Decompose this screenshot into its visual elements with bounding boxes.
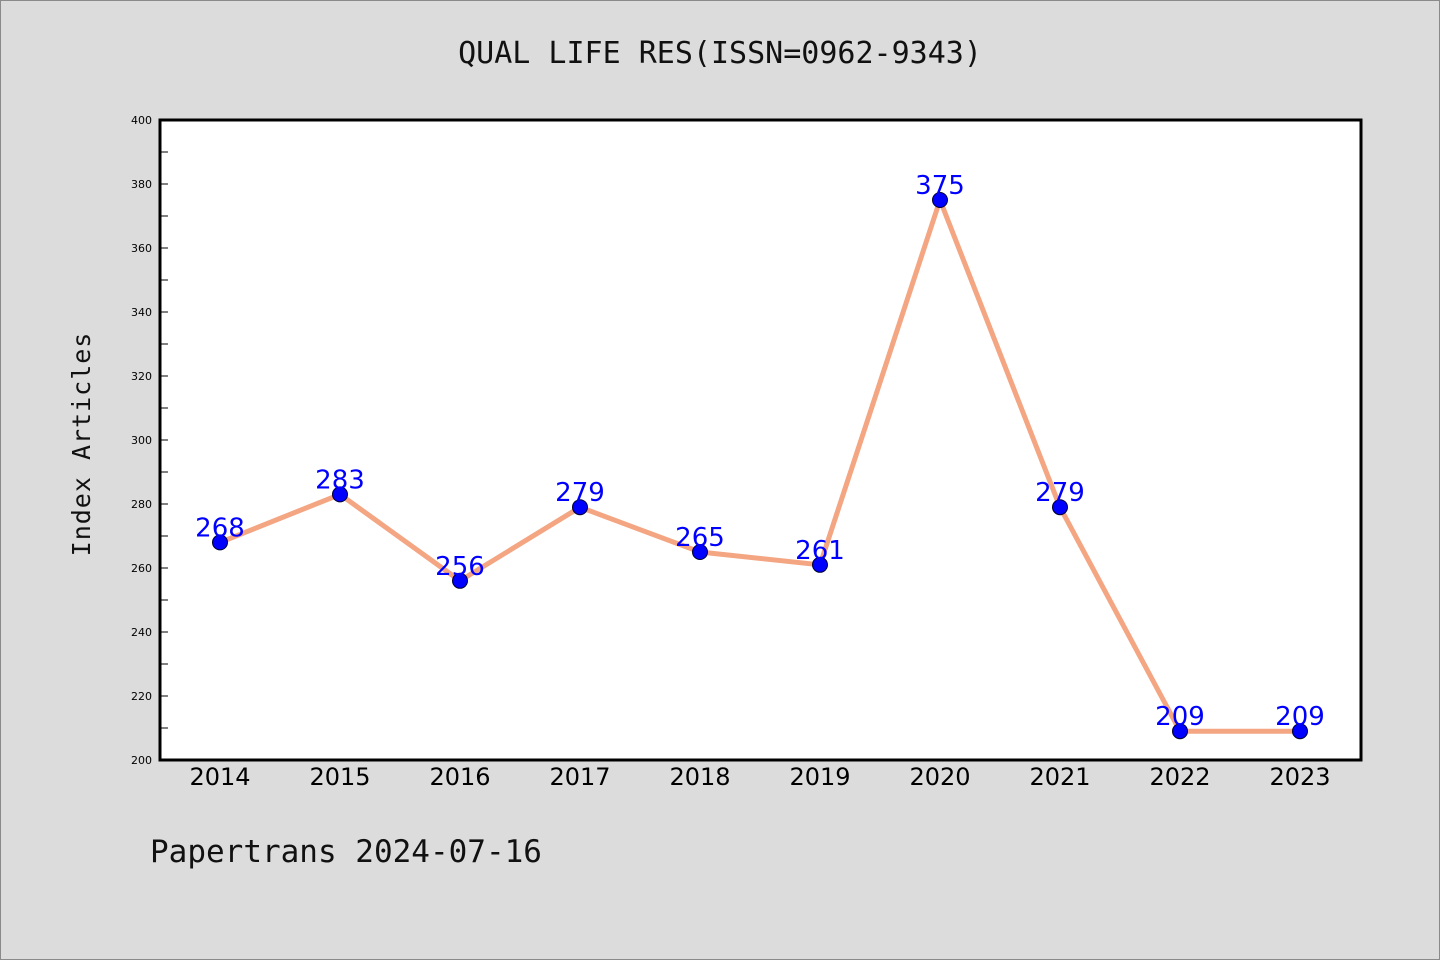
x-tick-label: 2018 <box>669 763 730 791</box>
data-point <box>812 556 828 573</box>
data-point <box>1172 723 1188 740</box>
data-point <box>1052 499 1068 516</box>
data-point <box>1292 723 1308 740</box>
y-tick-label: 340 <box>131 306 152 319</box>
y-tick-label: 220 <box>131 690 152 703</box>
x-tick-label: 2015 <box>309 763 370 791</box>
x-tick-label: 2021 <box>1029 763 1090 791</box>
data-label: 279 <box>1035 478 1085 508</box>
data-label: 283 <box>315 465 365 495</box>
y-tick-label: 360 <box>131 242 152 255</box>
data-point <box>572 499 588 516</box>
data-label: 268 <box>195 513 245 543</box>
data-point <box>332 486 348 503</box>
x-tick-label: 2019 <box>789 763 850 791</box>
data-label: 256 <box>435 552 485 582</box>
y-tick-label: 280 <box>131 498 152 511</box>
y-tick-label: 320 <box>131 370 152 383</box>
x-tick-label: 2023 <box>1269 763 1330 791</box>
data-label: 209 <box>1275 702 1325 732</box>
data-label: 261 <box>795 536 845 566</box>
data-label: 209 <box>1155 702 1205 732</box>
y-tick-label: 240 <box>131 626 152 639</box>
y-tick-label: 380 <box>131 178 152 191</box>
x-tick-label: 2020 <box>909 763 970 791</box>
plot-area <box>160 120 1361 760</box>
data-point <box>452 572 468 589</box>
x-tick-label: 2022 <box>1149 763 1210 791</box>
data-point <box>692 544 708 560</box>
footer-watermark: Papertrans 2024-07-16 <box>150 834 542 870</box>
x-tick-label: 2016 <box>429 763 490 791</box>
plot-border <box>158 118 1363 762</box>
y-tick-label: 200 <box>131 754 152 767</box>
data-label: 279 <box>555 478 605 508</box>
data-point <box>932 192 948 208</box>
chart-title: QUAL LIFE RES(ISSN=0962-9343) <box>458 36 982 71</box>
y-tick-label: 400 <box>131 114 152 127</box>
data-point <box>212 534 228 551</box>
data-label: 375 <box>915 171 965 201</box>
y-tick-label: 260 <box>131 562 152 575</box>
y-tick-label: 300 <box>131 434 152 447</box>
x-tick-label: 2014 <box>189 763 250 791</box>
x-tick-label: 2017 <box>549 763 610 791</box>
y-axis-label: Index Articles <box>67 332 96 557</box>
series-line <box>217 197 1303 734</box>
data-label: 265 <box>675 523 725 553</box>
